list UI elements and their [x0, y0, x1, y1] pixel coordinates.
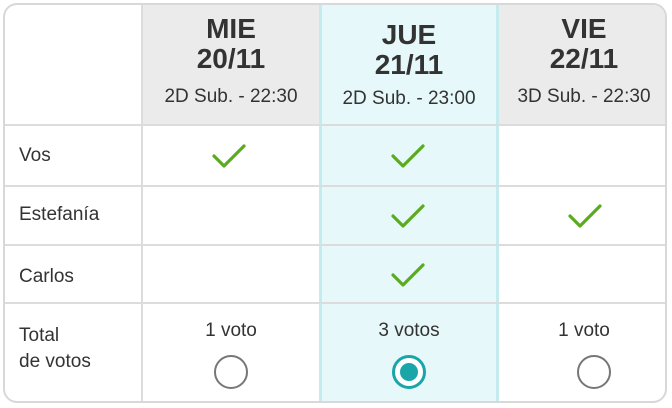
checkmark-icon — [390, 202, 426, 230]
total-votes-label: Total de votos — [19, 323, 91, 375]
checkmark-icon — [211, 142, 247, 170]
radio-selected-icon[interactable] — [392, 355, 426, 389]
column-showtime: 2D Sub. - 23:00 — [342, 88, 476, 109]
row-divider — [5, 302, 665, 304]
total-votes-label-line2: de votos — [19, 351, 91, 372]
participant-name-estefania: Estefanía — [19, 204, 100, 225]
vote-count-jue: 3 votos — [378, 320, 440, 341]
column-date: 20/11 — [196, 43, 266, 74]
column-header-vie[interactable]: VIE 22/11 3D Sub. - 22:30 — [499, 5, 665, 125]
column-header-mie[interactable]: MIE 20/11 2D Sub. - 22:30 — [143, 5, 319, 125]
participant-name-carlos: Carlos — [19, 266, 74, 287]
header-background-vie — [499, 5, 665, 125]
row-divider — [5, 185, 665, 187]
column-date: 22/11 — [549, 43, 619, 74]
radio-unselected-icon[interactable] — [214, 355, 248, 389]
vote-count-vie: 1 voto — [558, 320, 610, 341]
row-divider — [5, 124, 665, 126]
column-day: VIE — [561, 13, 607, 44]
row-divider — [5, 244, 665, 246]
selected-column-highlight — [320, 5, 498, 401]
column-divider — [497, 5, 499, 401]
showtime-poll-table: MIE 20/11 2D Sub. - 22:30 JUE 21/11 2D S… — [3, 3, 667, 403]
column-header-jue[interactable]: JUE 21/11 2D Sub. - 23:00 — [321, 5, 497, 125]
column-showtime: 2D Sub. - 22:30 — [164, 86, 298, 107]
column-day: MIE — [206, 13, 256, 44]
column-date: 21/11 — [374, 49, 444, 80]
column-showtime: 3D Sub. - 22:30 — [517, 86, 651, 107]
column-divider — [141, 5, 143, 401]
radio-unselected-icon[interactable] — [577, 355, 611, 389]
participant-name-vos: Vos — [19, 145, 51, 166]
header-background-mie — [143, 5, 319, 125]
checkmark-icon — [390, 142, 426, 170]
column-divider — [319, 5, 321, 401]
checkmark-icon — [390, 261, 426, 289]
column-day: JUE — [381, 19, 437, 50]
vote-count-mie: 1 voto — [205, 320, 257, 341]
total-votes-label-line1: Total — [19, 325, 60, 346]
checkmark-icon — [567, 202, 603, 230]
